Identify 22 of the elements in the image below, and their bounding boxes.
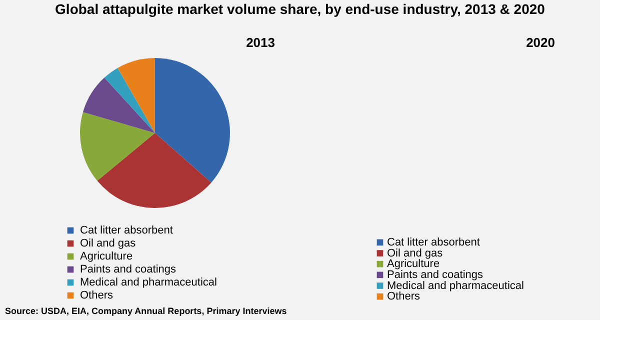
pie-slice — [97, 133, 212, 208]
pie-slice — [80, 112, 155, 181]
legend-label: Cat litter absorbent — [80, 224, 173, 236]
category-label: Others — [387, 290, 421, 303]
text: 2020 — [526, 35, 555, 50]
legend-label: Others — [80, 290, 114, 302]
text: Global attapulgite market volume share, by end-use industry, 2013 & 2020 — [55, 1, 546, 17]
pie-slice — [82, 78, 155, 133]
legend-label: Agriculture — [80, 250, 133, 262]
source-note: Source: USDA, EIA, Company Annual Reports, Primary Interviews — [5, 306, 287, 316]
category-label: Agriculture — [387, 258, 440, 270]
legend-label: Paints and coatings — [80, 264, 177, 276]
category-label: Cat litter absorbent — [387, 236, 480, 248]
legend-label: Oil and gas — [80, 238, 136, 250]
pie-slice — [155, 58, 230, 183]
pie-slice — [104, 68, 155, 133]
text: 2013 — [246, 35, 275, 50]
pie-slice — [118, 58, 155, 133]
category-label: Medical and pharmaceutical — [387, 280, 524, 292]
category-label: Oil and gas — [387, 247, 444, 260]
legend-label: Medical and pharmaceutical — [80, 276, 217, 288]
category-label: Paints and coatings — [387, 268, 484, 281]
